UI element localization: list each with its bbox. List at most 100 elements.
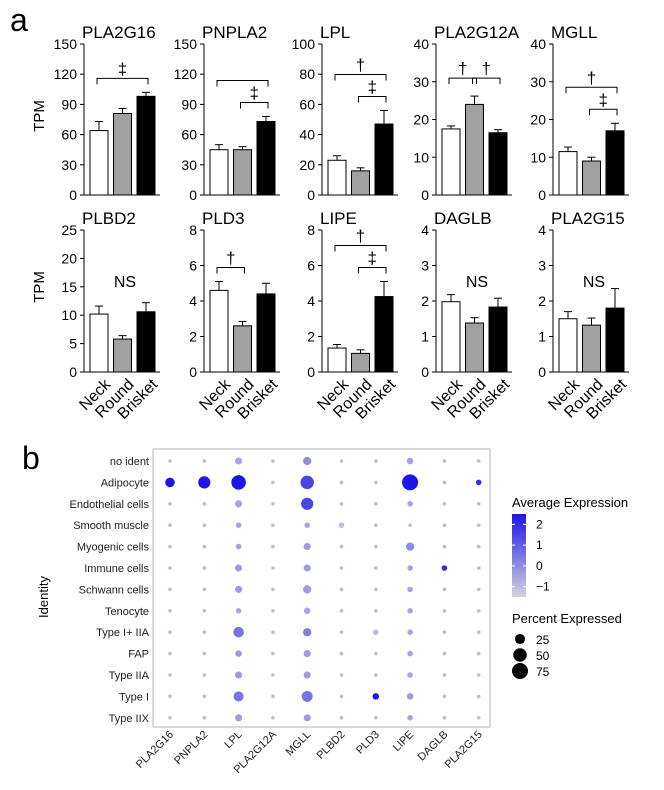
dot-pnpla2 [202,673,207,677]
bar-brisket [488,306,508,373]
y-tick-label: 8 [307,222,315,238]
dot-mgll [303,671,311,679]
dot-plot: Identity no ident Adipocyte Endothelial cel… [36,448,628,776]
dot-pla2g12a [271,608,275,613]
y-tick-label: 8 [189,222,197,238]
y-tick-label: 3 [538,258,546,274]
identity-label: Smooth muscle [73,520,149,532]
bar-neck [89,313,109,373]
dot-daglb [442,480,447,485]
dot-pla2g15 [476,501,481,506]
dot-lpl [231,475,246,490]
y-tick-label: 90 [181,96,197,112]
significance-marker: † [458,59,467,78]
dot-pla2g12a [271,715,275,720]
y-tick-label: 5 [69,336,77,352]
dot-plbd2 [339,459,344,463]
dot-pld3 [372,629,379,636]
identity-label: Myogenic cells [77,542,150,554]
bar-round [582,324,601,373]
significance-bracket [216,79,269,87]
significance-marker: † [226,248,235,267]
dot-pla2g15 [476,608,481,613]
dot-lpl [235,607,242,614]
bar-brisket [136,311,156,373]
y-tick-label: 15 [61,279,77,295]
y-axis-title: Identity [36,576,51,618]
dot-pnpla2 [202,608,207,613]
legend-color-tick-label: 1 [536,538,543,552]
bar-chart-mgll: 0 10 20 30 40 MGLL ‡† [530,23,629,203]
dot-pld3 [373,587,378,592]
dot-pld3 [373,651,378,656]
dot-pnpla2 [202,715,207,720]
dot-plbd2 [339,501,344,506]
panel-a-label: a [10,2,28,38]
bar-brisket [256,293,276,373]
dot-pld3 [373,480,378,485]
dot-lpl [235,585,243,593]
legend-size-dot [513,648,527,662]
dot-pnpla2 [198,476,211,489]
y-tick-label: 4 [189,293,197,309]
dot-pld3 [373,715,378,720]
y-tick-label: 4 [538,222,546,238]
significance-bracket [334,73,387,81]
legend-color-tick-label: 2 [536,517,543,531]
significance-marker: ‡ [368,77,377,96]
dot-mgll [303,650,311,658]
panel-a-ylabel-row1: TPM [31,100,48,132]
bar-brisket [605,307,625,373]
dot-pld3 [373,566,378,570]
bar-round [465,103,484,196]
dot-pla2g16 [168,715,172,720]
dot-mgll [303,543,311,551]
significance-marker: ‡ [368,248,377,267]
significance-bracket [358,266,387,274]
dot-lpl [235,650,242,657]
y-tick-label: 60 [181,127,197,143]
identity-label: Schwann cells [79,584,150,596]
y-tick-label: 10 [413,149,429,165]
ns-label: NS [114,274,136,291]
gene-label: DAGLB [416,729,451,764]
y-tick-label: 120 [54,66,78,82]
y-tick-label: 4 [421,222,429,238]
bar-round [113,112,132,196]
dot-plbd2 [339,630,344,635]
dot-plbd2 [339,544,344,549]
dot-lipe [407,714,413,721]
bar-round [113,338,132,373]
dot-pla2g15 [476,651,481,656]
plot-frame [152,448,491,728]
bar-neck [209,149,229,196]
dot-plbd2 [339,694,344,699]
bar-round [233,149,252,196]
y-tick-label: 20 [530,112,546,128]
dot-daglb [442,459,447,463]
y-tick-label: 150 [174,36,198,52]
legend-color-title: Average Expression [512,495,628,510]
dot-pla2g16 [168,694,172,699]
y-tick-label: 10 [530,149,546,165]
dot-lipe [405,542,415,551]
dot-lipe [407,607,413,614]
dot-pla2g15 [475,479,482,486]
dot-lipe [407,672,413,678]
legend-color-tick-label: 0 [536,559,543,573]
dot-plbd2 [339,587,344,592]
dot-pnpla2 [202,459,207,463]
dot-daglb [442,523,447,528]
dot-pnpla2 [202,566,207,570]
chart-title: PNPLA2 [202,23,267,42]
dot-pla2g16 [168,523,172,528]
dot-daglb [441,565,448,571]
y-tick-label: 4 [307,293,315,309]
dot-mgll [303,585,312,594]
y-tick-label: 6 [189,258,197,274]
dot-pld3 [373,608,378,613]
bar-brisket [136,95,156,196]
